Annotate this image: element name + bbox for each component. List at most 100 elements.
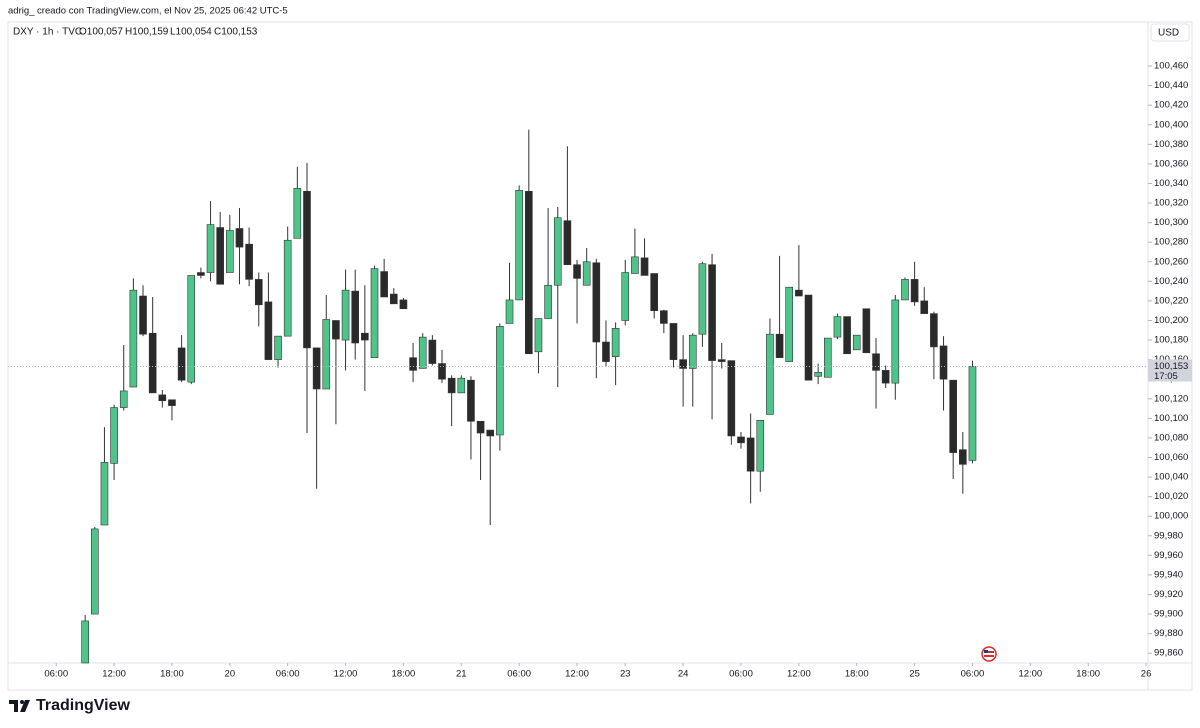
candle-body	[254, 279, 263, 306]
candle-body	[187, 275, 196, 383]
candle-body	[505, 299, 514, 324]
candle-body	[370, 268, 379, 358]
x-tick-label: 18:00	[160, 669, 184, 680]
y-tick-label: 100,360	[1154, 158, 1188, 169]
candle-body	[611, 328, 620, 357]
x-tick-label: 25	[909, 669, 920, 680]
candle-body	[698, 263, 707, 335]
y-tick-label: 100,080	[1154, 432, 1188, 443]
candle-body	[457, 377, 466, 394]
candle-body	[525, 191, 533, 355]
candle-body	[823, 337, 832, 378]
candle-body	[283, 239, 292, 337]
y-tick-label: 100,020	[1154, 491, 1188, 502]
candle-body	[881, 370, 890, 384]
y-tick-label: 100,400	[1154, 119, 1188, 130]
ohlc-low: L100,054	[170, 27, 212, 38]
y-tick-label: 100,000	[1154, 511, 1188, 522]
y-tick-label: 100,040	[1154, 472, 1188, 483]
candle-body	[602, 341, 610, 362]
candle-body	[168, 399, 176, 406]
candle-body	[197, 272, 205, 276]
candle-body	[467, 379, 475, 422]
x-tick-label: 20	[225, 669, 236, 680]
candle-body	[795, 289, 803, 297]
x-tick-label: 24	[678, 669, 689, 680]
y-tick-label: 100,300	[1154, 217, 1188, 228]
candle-body	[332, 320, 340, 340]
candle-body	[486, 429, 495, 437]
flag-icon[interactable]	[981, 646, 997, 662]
x-tick-label: 06:00	[276, 669, 300, 680]
candle-body	[177, 347, 186, 381]
candle-body	[553, 217, 562, 286]
candle-body	[544, 284, 552, 319]
candle-body	[891, 299, 900, 384]
candle-body	[573, 264, 581, 279]
candle-body	[852, 334, 861, 351]
candle-body	[756, 420, 765, 472]
candle-body	[361, 332, 369, 341]
candle-body	[418, 336, 427, 369]
currency[interactable]: USD	[1158, 28, 1179, 39]
candle-body	[158, 394, 167, 402]
candle-body	[660, 310, 668, 324]
brand[interactable]: TradingView	[36, 697, 131, 714]
y-tick-label: 100,280	[1154, 237, 1188, 248]
candle-body	[582, 261, 591, 286]
candle-body	[959, 449, 967, 465]
x-tick-label: 06:00	[729, 669, 753, 680]
candle-body	[274, 335, 282, 360]
candle-body	[496, 326, 504, 436]
x-tick-label: 18:00	[845, 669, 869, 680]
x-tick-label: 06:00	[507, 669, 531, 680]
ohlc-close: C100,153	[214, 27, 258, 38]
candle-body	[679, 359, 687, 369]
pane-border	[7, 21, 1193, 691]
logo[interactable]	[9, 700, 30, 712]
candle-body	[563, 220, 572, 265]
candle-body	[650, 273, 658, 311]
candle-body	[110, 407, 118, 464]
y-tick-label: 99,860	[1154, 648, 1183, 659]
candle-body	[226, 230, 234, 273]
candle-body	[804, 294, 813, 381]
y-tick-label: 100,340	[1154, 178, 1188, 189]
x-tick-label: 26	[1141, 669, 1152, 680]
candle-body	[669, 323, 678, 360]
candle-body	[949, 379, 957, 453]
y-tick-label: 100,220	[1154, 295, 1188, 306]
candle-body	[920, 300, 929, 314]
y-tick-label: 100,440	[1154, 80, 1188, 91]
x-tick-label: 12:00	[787, 669, 811, 680]
candle-body	[843, 316, 851, 355]
candle-body	[389, 293, 398, 305]
candle-body	[833, 316, 842, 338]
candle-body	[766, 333, 774, 415]
candle-body	[100, 462, 109, 526]
y-tick-label: 99,920	[1154, 589, 1183, 600]
symbol: DXY · 1h · TVC	[13, 27, 82, 38]
currency-box[interactable]	[1150, 23, 1190, 42]
x-tick-label: 23	[620, 669, 631, 680]
candle-body	[245, 243, 253, 280]
candle-body	[81, 620, 89, 664]
x-tick-label: 12:00	[102, 669, 126, 680]
y-tick-label: 100,320	[1154, 198, 1188, 209]
candle-body	[862, 308, 871, 354]
candle-body	[216, 227, 224, 285]
candle-body	[91, 528, 99, 615]
candle-body	[727, 360, 736, 437]
candle-body	[139, 295, 147, 335]
candle-body	[534, 318, 543, 353]
y-tick-label: 99,900	[1154, 609, 1183, 620]
candle-body	[901, 279, 909, 301]
candle-body	[129, 289, 138, 388]
candle-body	[119, 390, 128, 408]
candle-body	[814, 372, 822, 377]
candle-body	[235, 228, 244, 248]
candle-body	[631, 256, 639, 274]
x-tick-label: 06:00	[44, 669, 68, 680]
candle-body	[775, 333, 784, 358]
candle-body	[322, 319, 331, 390]
